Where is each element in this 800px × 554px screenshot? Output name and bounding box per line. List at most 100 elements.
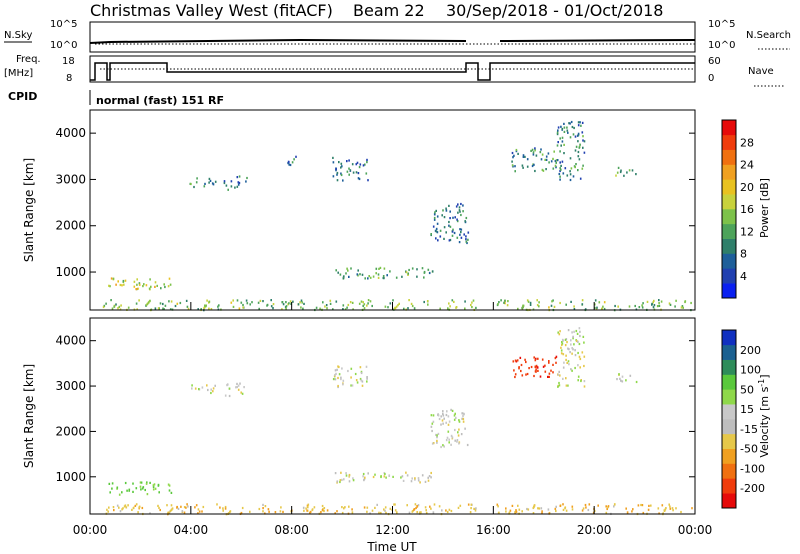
- scatter-cell: [347, 269, 349, 272]
- scatter-cell: [471, 301, 473, 304]
- scatter-cell: [442, 414, 445, 417]
- scatter-cell: [149, 512, 151, 515]
- scatter-cell: [208, 307, 210, 310]
- scatter-cell: [514, 165, 516, 168]
- scatter-cell: [246, 176, 248, 180]
- scatter-cell: [512, 156, 514, 159]
- scatter-cell: [457, 211, 459, 214]
- scatter-cell: [168, 300, 170, 303]
- scatter-cell: [594, 299, 597, 302]
- scatter-cell: [582, 146, 584, 149]
- scatter-cell: [290, 302, 292, 305]
- scatter-cell: [418, 511, 421, 514]
- scatter-cell: [349, 301, 352, 304]
- scatter-cell: [408, 268, 410, 272]
- x-tick-label: 20:00: [577, 523, 612, 537]
- scatter-cell: [515, 150, 518, 153]
- scatter-cell: [520, 369, 522, 373]
- scatter-cell: [133, 280, 136, 283]
- scatter-cell: [522, 304, 525, 307]
- scatter-cell: [385, 511, 387, 514]
- scatter-cell: [351, 301, 354, 304]
- scatter-cell: [545, 168, 547, 171]
- scatter-cell: [348, 275, 350, 278]
- scatter-cell: [345, 474, 348, 477]
- scatter-cell: [362, 304, 364, 307]
- scatter-cell: [185, 299, 188, 302]
- scatter-cell: [541, 512, 543, 515]
- colorbar-tick-label: 8: [740, 248, 747, 261]
- scatter-cell: [230, 301, 233, 304]
- colorbar-segment: [722, 164, 736, 180]
- scatter-cell: [133, 285, 136, 288]
- scatter-cell: [437, 414, 440, 417]
- scatter-cell: [340, 162, 343, 165]
- scatter-cell: [177, 507, 180, 510]
- scatter-cell: [348, 473, 351, 477]
- scatter-cell: [135, 503, 138, 506]
- scatter-cell: [154, 285, 156, 288]
- power-x-ticks: [89, 302, 696, 310]
- scatter-cell: [389, 270, 391, 273]
- scatter-cell: [340, 376, 342, 379]
- scatter-cell: [545, 158, 548, 161]
- scatter-cell: [557, 141, 559, 144]
- scatter-cell: [458, 209, 461, 212]
- scatter-cell: [548, 161, 550, 164]
- scatter-cell: [384, 305, 387, 308]
- x-tick-label: 12:00: [375, 523, 410, 537]
- scatter-cell: [287, 303, 289, 306]
- scatter-cell: [416, 275, 418, 278]
- scatter-cell: [577, 364, 579, 367]
- scatter-cell: [626, 171, 628, 174]
- scatter-cell: [432, 414, 435, 417]
- scatter-cell: [515, 509, 517, 512]
- scatter-cell: [336, 179, 339, 182]
- cpid-value: normal (fast) 151 RF: [96, 94, 224, 107]
- scatter-cell: [563, 152, 565, 155]
- scatter-cell: [366, 376, 368, 379]
- scatter-cell: [606, 507, 608, 511]
- scatter-cell: [351, 508, 353, 511]
- scatter-cell: [581, 351, 584, 354]
- scatter-cell: [446, 436, 449, 439]
- colorbar-segment: [722, 478, 736, 494]
- scatter-cell: [456, 439, 459, 442]
- scatter-cell: [393, 503, 395, 506]
- scatter-cell: [496, 503, 499, 506]
- scatter-cell: [451, 409, 454, 412]
- scatter-cell: [552, 371, 554, 374]
- scatter-cell: [514, 359, 517, 362]
- scatter-cell: [340, 166, 342, 169]
- scatter-cell: [140, 481, 143, 484]
- scatter-cell: [394, 503, 396, 506]
- scatter-cell: [241, 392, 244, 395]
- scatter-cell: [441, 509, 443, 512]
- scatter-cell: [258, 507, 261, 511]
- scatter-cell: [138, 299, 140, 302]
- scatter-cell: [425, 509, 427, 512]
- scatter-cell: [431, 270, 434, 273]
- scatter-cell: [206, 384, 208, 387]
- scatter-cell: [579, 121, 581, 124]
- scatter-cell: [567, 384, 569, 387]
- nsearch-label: N.Search: [746, 30, 791, 41]
- scatter-cell: [542, 365, 545, 368]
- scatter-cell: [234, 186, 236, 189]
- scatter-cell: [336, 480, 339, 483]
- scatter-cell: [449, 210, 451, 213]
- scatter-cell: [162, 302, 164, 306]
- scatter-cell: [369, 300, 372, 303]
- scatter-cell: [555, 361, 557, 364]
- scatter-cell: [216, 503, 218, 506]
- velocity-frame: [89, 317, 696, 515]
- scatter-cell: [430, 414, 433, 417]
- scatter-cell: [223, 180, 226, 183]
- scatter-cell: [307, 506, 309, 509]
- scatter-cell: [108, 482, 111, 485]
- scatter-cell: [436, 434, 438, 437]
- scatter-cell: [377, 276, 380, 279]
- scatter-cell: [309, 510, 312, 513]
- scatter-cell: [453, 418, 456, 421]
- scatter-cell: [665, 507, 667, 510]
